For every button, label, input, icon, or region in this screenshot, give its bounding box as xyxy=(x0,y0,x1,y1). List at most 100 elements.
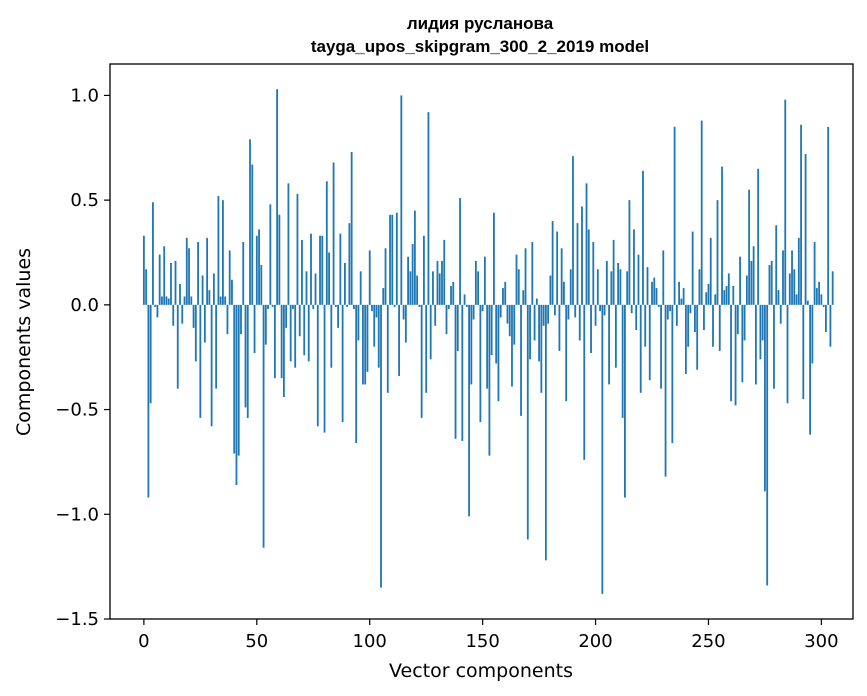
bar xyxy=(705,292,708,305)
bar xyxy=(671,304,674,444)
bar xyxy=(488,304,491,456)
bar xyxy=(637,254,640,305)
bar xyxy=(276,89,279,305)
bar xyxy=(343,262,346,305)
bar xyxy=(359,271,362,305)
bar xyxy=(576,223,579,305)
bar xyxy=(382,288,385,305)
bar xyxy=(653,277,656,305)
bar xyxy=(517,269,520,305)
bar xyxy=(287,183,290,305)
bar xyxy=(601,304,604,594)
bar xyxy=(694,304,696,333)
bar xyxy=(321,235,324,305)
bar xyxy=(569,269,572,305)
bar xyxy=(827,126,830,305)
bar xyxy=(689,304,692,314)
bar xyxy=(800,124,802,305)
bar xyxy=(572,156,574,305)
bar xyxy=(269,204,272,305)
bar xyxy=(538,304,540,362)
bar xyxy=(339,233,342,305)
bar xyxy=(520,304,522,416)
bar xyxy=(332,162,335,305)
bar xyxy=(628,200,631,305)
bar xyxy=(730,304,732,402)
bar xyxy=(825,304,827,333)
bar xyxy=(310,233,312,305)
bar xyxy=(522,290,525,305)
bar xyxy=(831,271,834,305)
y-tick-label: −1.5 xyxy=(55,609,99,630)
bar xyxy=(770,260,773,305)
bar xyxy=(280,304,283,379)
bar xyxy=(152,202,154,305)
bar xyxy=(558,304,561,351)
bar xyxy=(709,237,712,305)
bar xyxy=(624,304,626,498)
bar xyxy=(409,271,412,305)
bar xyxy=(524,248,527,305)
bar xyxy=(526,304,529,540)
bar xyxy=(490,304,493,356)
bar xyxy=(418,304,421,307)
bar xyxy=(192,304,195,328)
y-tick-label: 0.0 xyxy=(70,295,99,316)
bar xyxy=(684,304,687,374)
bar xyxy=(161,296,163,305)
bar xyxy=(599,304,601,312)
bar xyxy=(712,304,714,347)
bar xyxy=(292,304,294,310)
bar xyxy=(619,269,622,305)
bar xyxy=(777,290,780,305)
chart-title-line1: лидия русланова xyxy=(407,14,554,33)
bar xyxy=(540,304,543,393)
y-tick-label: −0.5 xyxy=(55,400,99,421)
bar xyxy=(680,298,683,305)
bar xyxy=(330,304,333,368)
bar xyxy=(249,139,251,305)
bar xyxy=(316,304,319,427)
bar xyxy=(553,304,556,316)
bar xyxy=(404,304,407,343)
bar xyxy=(172,304,175,326)
bar xyxy=(176,304,179,389)
bar xyxy=(447,304,450,310)
plot-frame xyxy=(109,63,854,620)
bar xyxy=(314,273,317,305)
bar xyxy=(479,304,482,423)
bar xyxy=(773,304,775,389)
bar xyxy=(497,304,500,402)
bar xyxy=(648,304,651,381)
bar xyxy=(535,298,538,305)
bar xyxy=(357,304,360,341)
bar xyxy=(513,304,516,345)
bar xyxy=(547,304,550,324)
bar xyxy=(515,254,518,305)
bar xyxy=(739,256,741,305)
bar xyxy=(795,294,798,305)
bar xyxy=(682,288,685,305)
bar xyxy=(610,271,613,305)
bar xyxy=(544,304,547,561)
bar xyxy=(258,229,260,305)
bar xyxy=(725,286,728,305)
bar xyxy=(179,283,181,305)
bar xyxy=(804,154,807,305)
bar xyxy=(614,304,617,368)
bar xyxy=(472,304,475,320)
bar xyxy=(231,279,233,305)
bar xyxy=(341,304,344,423)
bar xyxy=(574,304,577,318)
bar xyxy=(400,95,403,305)
bar xyxy=(782,250,784,305)
bar xyxy=(465,304,468,307)
bar xyxy=(757,168,760,305)
x-tick-label: 250 xyxy=(691,631,725,652)
bar xyxy=(215,304,218,389)
bar xyxy=(210,304,213,427)
bar xyxy=(165,296,168,305)
bar xyxy=(222,200,224,305)
bar xyxy=(154,304,157,307)
bar xyxy=(764,304,766,492)
